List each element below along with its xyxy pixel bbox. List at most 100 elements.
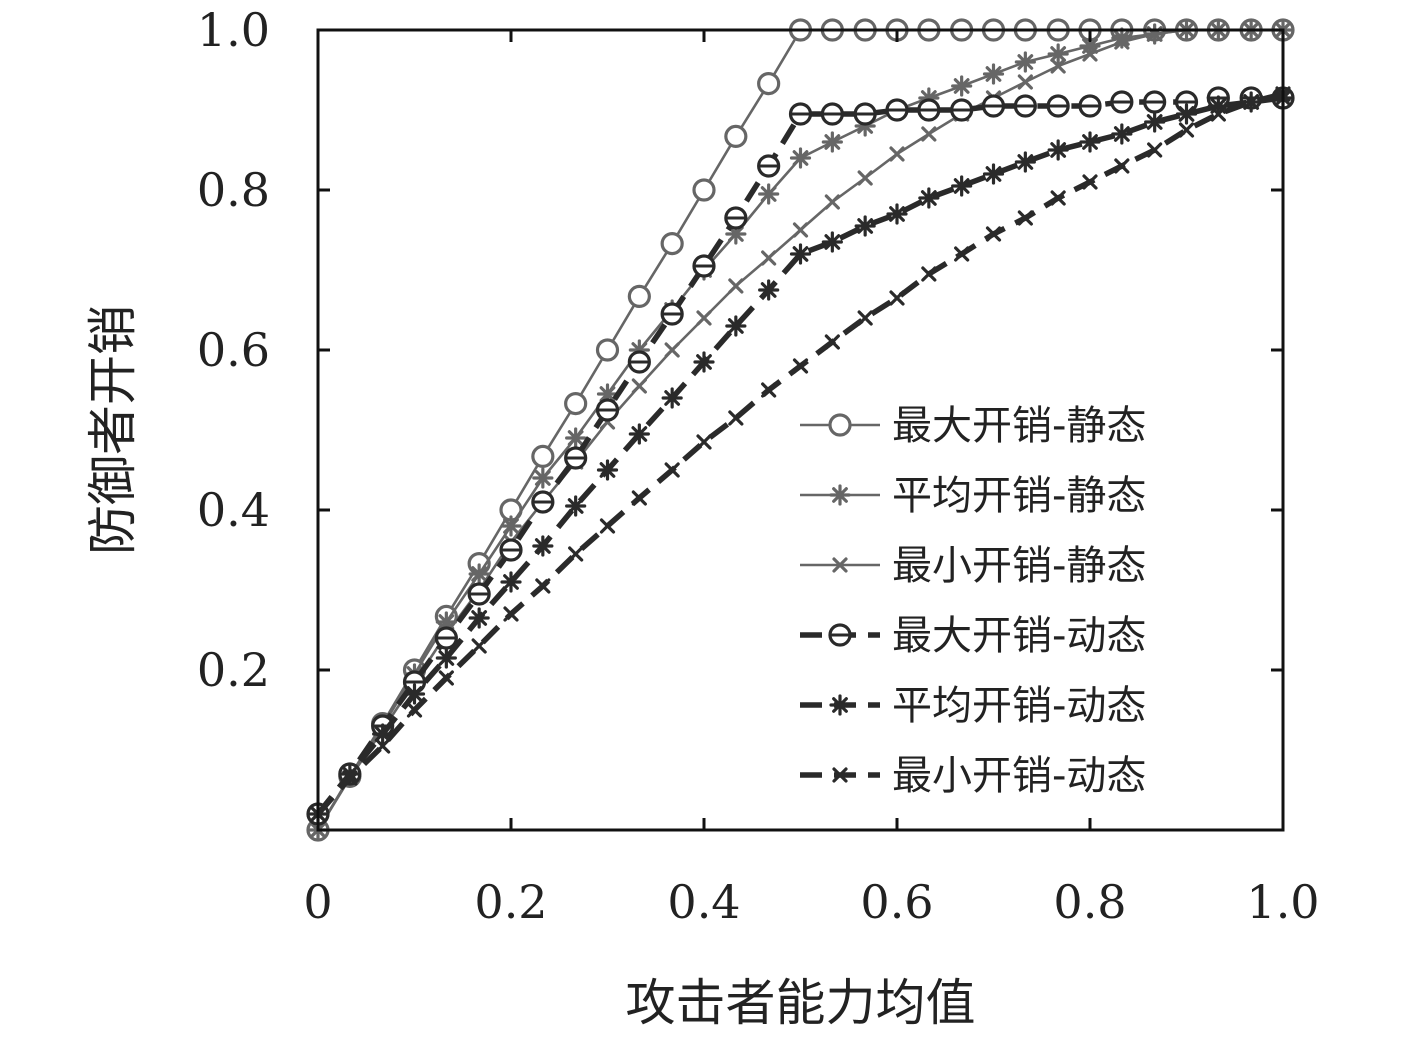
x-tick-label: 0.2	[474, 875, 547, 929]
legend-item: 平均开销-动态	[800, 683, 1146, 729]
y-tick-label: 1.0	[197, 3, 270, 57]
data-point	[1050, 190, 1066, 206]
data-point	[951, 175, 973, 197]
data-point	[532, 535, 554, 557]
data-point	[565, 495, 587, 517]
data-point	[531, 444, 555, 468]
data-point	[1178, 122, 1195, 138]
series-layer	[306, 18, 1295, 842]
series	[310, 86, 1291, 822]
x-tick-label: 0.8	[1053, 875, 1126, 929]
data-point	[921, 126, 937, 142]
data-point	[500, 571, 522, 593]
data-point	[595, 338, 620, 362]
series	[307, 87, 1294, 825]
legend-item: 平均开销-静态	[800, 473, 1146, 519]
data-point	[1243, 94, 1259, 110]
data-point	[921, 266, 937, 282]
data-point	[832, 767, 848, 783]
x-tick-label: 0.4	[667, 875, 740, 929]
legend-item: 最小开销-静态	[800, 543, 1146, 589]
data-point	[982, 63, 1005, 85]
data-point	[375, 738, 391, 754]
data-point	[918, 187, 940, 209]
data-point	[564, 392, 588, 416]
legend-label: 最大开销-静态	[892, 403, 1146, 449]
data-point	[728, 278, 744, 294]
data-point	[664, 462, 680, 478]
legend-item: 最大开销-动态	[800, 613, 1146, 659]
data-point	[599, 518, 616, 534]
data-point	[1017, 210, 1033, 226]
data-point	[832, 557, 848, 573]
data-point	[886, 203, 908, 225]
y-axis-title: 防御者开销	[84, 305, 142, 555]
data-point	[468, 607, 490, 629]
data-point	[889, 146, 905, 162]
data-point	[824, 194, 840, 210]
x-tick-label: 0.6	[860, 875, 933, 929]
data-point	[857, 170, 873, 186]
plot-frame	[316, 28, 1285, 832]
legend-label: 平均开销-静态	[892, 473, 1146, 519]
series	[307, 19, 1294, 841]
data-point	[664, 342, 680, 358]
data-point	[535, 578, 551, 594]
data-point	[1144, 111, 1166, 133]
ticks-layer: 0 0.2 0.4 0.6 0.8 1.0 0.2 0.4 0.6 0.8 1.0	[197, 3, 1320, 929]
y-tick-label: 0.4	[197, 483, 270, 537]
legend-label: 最大开销-动态	[892, 613, 1146, 659]
data-point	[660, 232, 684, 256]
data-point	[792, 222, 809, 238]
data-point	[725, 223, 747, 245]
data-point	[1114, 158, 1130, 174]
legend-label: 平均开销-动态	[892, 683, 1146, 729]
data-point	[854, 215, 876, 237]
data-point	[342, 770, 358, 786]
data-point	[503, 606, 519, 622]
data-point	[565, 427, 587, 449]
data-point	[1047, 139, 1069, 161]
data-point	[758, 279, 780, 301]
data-point	[789, 147, 812, 169]
data-point	[1147, 142, 1163, 158]
data-point	[761, 382, 777, 398]
data-point	[761, 250, 777, 266]
data-point	[792, 358, 809, 374]
data-point	[471, 638, 487, 654]
data-point	[951, 75, 973, 97]
data-point	[1079, 131, 1101, 153]
y-tick-label: 0.8	[197, 163, 270, 217]
data-point	[403, 683, 426, 705]
data-point	[829, 484, 851, 506]
data-point	[631, 378, 647, 394]
data-point	[728, 410, 744, 426]
data-point	[724, 124, 748, 148]
legend: 最大开销-静态平均开销-静态最小开销-静态最大开销-动态平均开销-动态最小开销-…	[800, 403, 1146, 799]
data-point	[1111, 123, 1133, 145]
data-point	[857, 310, 873, 326]
data-point	[696, 310, 712, 326]
data-point	[1014, 151, 1036, 173]
data-point	[406, 702, 423, 718]
legend-item: 最大开销-静态	[800, 403, 1146, 449]
legend-item: 最小开销-动态	[800, 753, 1146, 799]
data-point	[789, 243, 812, 265]
data-point	[532, 467, 554, 489]
data-point	[1014, 51, 1036, 73]
data-point	[438, 670, 454, 686]
data-point	[693, 351, 715, 373]
data-point	[1017, 74, 1033, 90]
data-point	[725, 315, 747, 337]
data-point	[828, 413, 852, 437]
legend-label: 最小开销-动态	[892, 753, 1146, 799]
data-point	[982, 163, 1005, 185]
data-point	[824, 334, 840, 350]
data-point	[758, 183, 780, 205]
data-point	[1114, 34, 1130, 50]
data-point	[985, 226, 1002, 242]
data-point	[1082, 174, 1098, 190]
data-point	[829, 694, 851, 716]
y-tick-label: 0.2	[197, 643, 270, 697]
